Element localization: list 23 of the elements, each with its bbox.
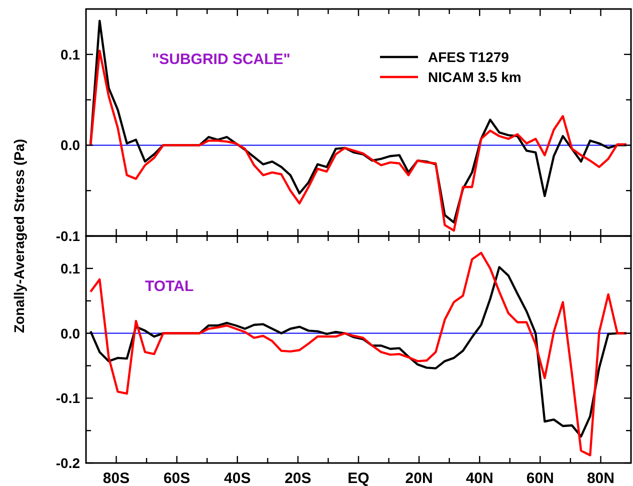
line-series: [89, 50, 628, 232]
y-tick-label: 0.1: [60, 260, 80, 276]
x-tick-label: 80S: [102, 470, 130, 486]
x-tick-label: 60S: [163, 470, 190, 486]
legend-label: AFES T1279: [428, 49, 510, 65]
annotation: TOTAL: [145, 278, 194, 295]
y-tick-label: -0.1: [56, 228, 80, 244]
y-tick-label: 0.0: [60, 137, 80, 154]
legend-label: NICAM 3.5 km: [428, 69, 522, 85]
x-tick-label: 20N: [405, 470, 433, 486]
x-tick-label: 40N: [466, 470, 494, 486]
line-series: [89, 252, 628, 456]
x-tick-label: EQ: [348, 470, 370, 486]
y-axis-title: Zonally-Averaged Stress (Pa): [11, 139, 27, 333]
annotation: "SUBGRID SCALE": [152, 51, 290, 68]
x-tick-label: 60N: [526, 470, 554, 486]
y-tick-label: 0.1: [60, 46, 80, 62]
x-tick-label: 80N: [586, 470, 614, 486]
y-tick-label: -0.1: [56, 390, 80, 406]
y-tick-label: 0.0: [60, 325, 80, 342]
x-tick-label: 40S: [224, 470, 251, 486]
y-tick-label: -0.2: [56, 455, 80, 471]
x-tick-label: 20S: [284, 470, 312, 486]
